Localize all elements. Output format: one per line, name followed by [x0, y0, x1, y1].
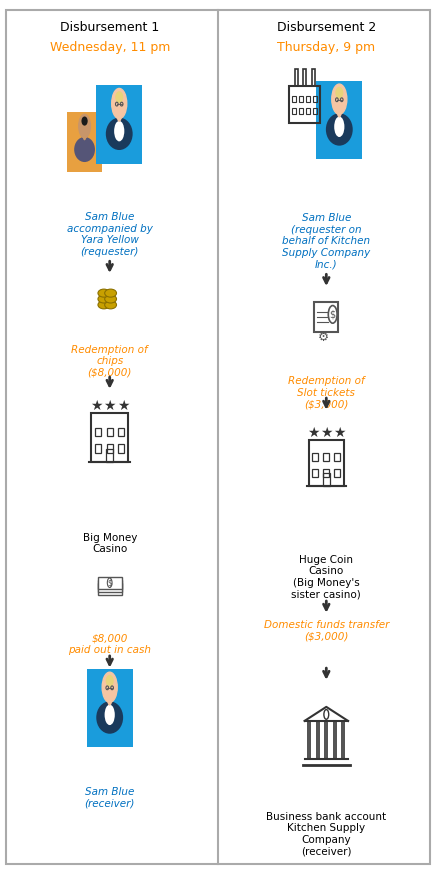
Bar [334, 721, 336, 759]
Ellipse shape [115, 91, 123, 103]
Ellipse shape [106, 118, 133, 150]
Ellipse shape [98, 289, 110, 297]
Circle shape [102, 672, 117, 703]
Bar [324, 468, 329, 476]
Bar [334, 468, 340, 476]
Bar [306, 108, 310, 114]
Bar [309, 440, 344, 486]
Bar [342, 721, 344, 759]
Bar [106, 444, 113, 453]
Ellipse shape [105, 301, 116, 309]
Bar [87, 669, 133, 747]
Bar [98, 577, 122, 588]
Ellipse shape [106, 675, 114, 687]
Bar [299, 108, 303, 114]
Text: ★: ★ [117, 399, 130, 413]
Text: Disbursement 1: Disbursement 1 [60, 22, 159, 34]
Bar [118, 427, 124, 436]
Text: ★: ★ [320, 426, 333, 440]
Circle shape [112, 88, 127, 119]
Bar [313, 108, 317, 114]
Text: Sam Blue
accompanied by
Yara Yellow
(requester): Sam Blue accompanied by Yara Yellow (req… [67, 212, 153, 257]
Bar [299, 96, 303, 102]
Bar [312, 468, 318, 476]
Text: Business bank account
Kitchen Supply
Company
(receiver): Business bank account Kitchen Supply Com… [266, 812, 386, 857]
Text: Domestic funds transfer
($3,000): Domestic funds transfer ($3,000) [264, 620, 389, 642]
Ellipse shape [337, 107, 342, 118]
Bar [293, 96, 296, 102]
Text: Big Money
Casino: Big Money Casino [82, 533, 137, 554]
Bar [334, 453, 340, 461]
Ellipse shape [105, 704, 115, 725]
Bar [106, 449, 113, 462]
Ellipse shape [105, 289, 116, 297]
Bar [92, 413, 128, 462]
Text: ⚙: ⚙ [318, 331, 329, 344]
Text: ★: ★ [103, 399, 116, 413]
Text: ★: ★ [307, 426, 320, 440]
Bar [306, 96, 310, 102]
Bar [106, 427, 113, 436]
Bar [308, 721, 310, 759]
Circle shape [332, 84, 347, 114]
Bar [303, 69, 306, 87]
Ellipse shape [117, 111, 122, 122]
Text: $: $ [107, 579, 112, 587]
Text: $8,000
paid out in cash: $8,000 paid out in cash [68, 634, 151, 656]
Text: ★: ★ [90, 399, 102, 413]
Circle shape [328, 306, 337, 323]
Ellipse shape [96, 701, 123, 734]
Circle shape [79, 114, 90, 138]
Ellipse shape [335, 87, 343, 99]
Bar [290, 87, 320, 123]
Bar [324, 453, 329, 461]
Text: Wednesday, 11 pm: Wednesday, 11 pm [50, 40, 170, 53]
Ellipse shape [326, 114, 353, 146]
Bar [312, 453, 318, 461]
Ellipse shape [74, 137, 95, 162]
Text: Sam Blue
(receiver): Sam Blue (receiver) [85, 787, 135, 808]
Bar [313, 96, 317, 102]
Bar [95, 444, 101, 453]
Bar [317, 80, 362, 159]
Ellipse shape [107, 695, 112, 705]
Bar [95, 427, 101, 436]
Ellipse shape [114, 121, 124, 142]
Ellipse shape [98, 295, 110, 303]
Text: Sam Blue
(requester on
behalf of Kitchen
Supply Company
Inc.): Sam Blue (requester on behalf of Kitchen… [282, 213, 371, 269]
Ellipse shape [83, 132, 86, 141]
Bar [96, 85, 142, 163]
Ellipse shape [98, 301, 110, 309]
Bar [98, 583, 122, 595]
Ellipse shape [105, 295, 116, 303]
Text: ★: ★ [333, 426, 346, 440]
Ellipse shape [334, 116, 344, 137]
Ellipse shape [82, 116, 88, 126]
Bar [317, 721, 319, 759]
Text: Redemption of
Slot tickets
($3,000): Redemption of Slot tickets ($3,000) [288, 376, 364, 409]
Bar [118, 444, 124, 453]
Text: Redemption of
chips
($8,000): Redemption of chips ($8,000) [72, 344, 148, 378]
Text: Disbursement 2: Disbursement 2 [277, 22, 376, 34]
Bar [295, 69, 298, 87]
Bar [67, 112, 102, 172]
Bar [98, 579, 122, 592]
Text: Huge Coin
Casino
(Big Money's
sister casino): Huge Coin Casino (Big Money's sister cas… [291, 555, 361, 600]
Bar [314, 302, 338, 332]
Bar [325, 721, 327, 759]
Text: Thursday, 9 pm: Thursday, 9 pm [277, 40, 375, 53]
Bar [312, 69, 315, 87]
Bar [323, 473, 330, 486]
Text: $: $ [330, 309, 336, 319]
Bar [293, 108, 296, 114]
